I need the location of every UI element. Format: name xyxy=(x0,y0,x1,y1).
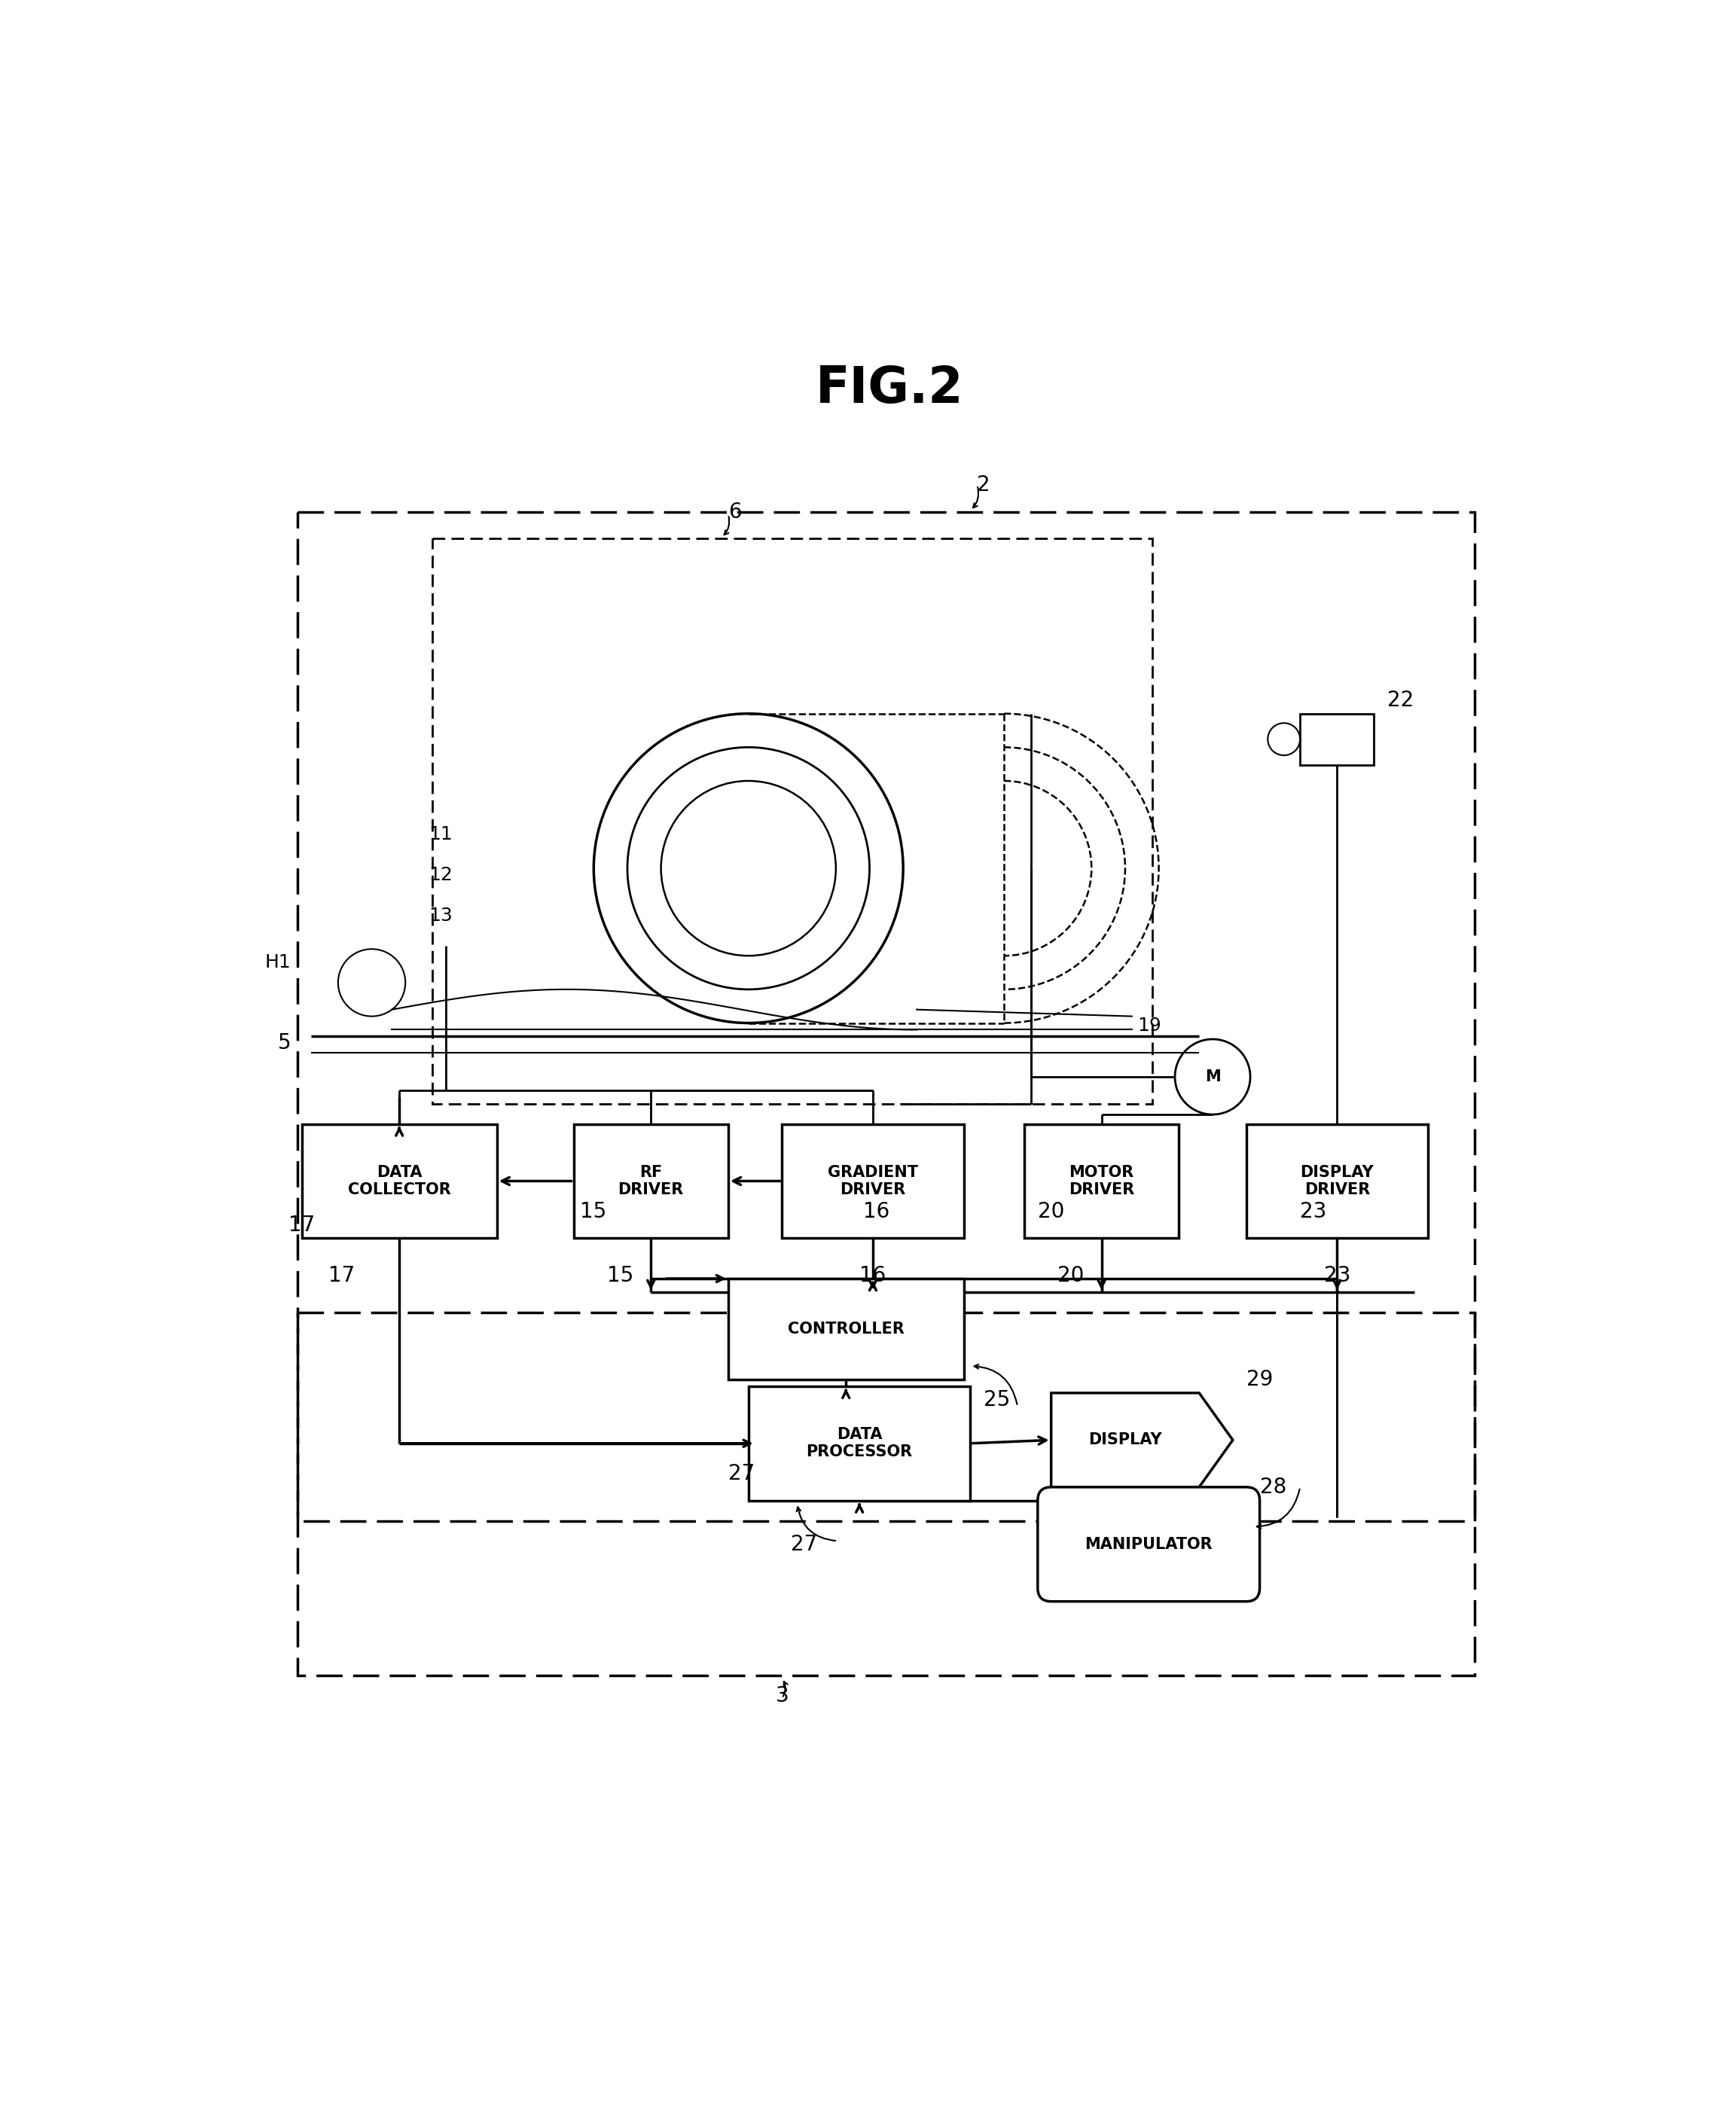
Bar xyxy=(729,1278,963,1379)
Text: 23: 23 xyxy=(1300,1201,1326,1223)
Text: 20: 20 xyxy=(1038,1201,1064,1223)
Text: 23: 23 xyxy=(1325,1265,1351,1286)
Text: DATA
COLLECTOR: DATA COLLECTOR xyxy=(347,1165,451,1197)
Text: GRADIENT
DRIVER: GRADIENT DRIVER xyxy=(828,1165,918,1197)
Text: 16: 16 xyxy=(863,1201,889,1223)
Polygon shape xyxy=(1050,1392,1233,1488)
Text: 22: 22 xyxy=(1387,689,1415,710)
Text: 16: 16 xyxy=(859,1265,885,1286)
Text: 15: 15 xyxy=(580,1201,608,1223)
Text: 29: 29 xyxy=(1246,1369,1272,1390)
Bar xyxy=(573,1123,729,1237)
Bar xyxy=(432,538,1153,1104)
Text: 5: 5 xyxy=(278,1032,292,1053)
Text: 28: 28 xyxy=(1260,1477,1286,1498)
Text: 6: 6 xyxy=(729,502,741,523)
Text: DATA
PROCESSOR: DATA PROCESSOR xyxy=(806,1426,913,1460)
Text: DISPLAY: DISPLAY xyxy=(1088,1432,1161,1447)
Text: DISPLAY
DRIVER: DISPLAY DRIVER xyxy=(1300,1165,1373,1197)
Text: MOTOR
DRIVER: MOTOR DRIVER xyxy=(1069,1165,1134,1197)
Text: 19: 19 xyxy=(1137,1017,1161,1034)
Bar xyxy=(1024,1123,1179,1237)
Text: MANIPULATOR: MANIPULATOR xyxy=(1085,1536,1212,1551)
Text: 3: 3 xyxy=(776,1685,788,1706)
Bar xyxy=(1300,714,1375,765)
Bar xyxy=(299,1312,1476,1676)
Text: FIG.2: FIG.2 xyxy=(816,364,963,413)
Text: 13: 13 xyxy=(429,907,453,924)
Text: CONTROLLER: CONTROLLER xyxy=(788,1322,904,1337)
Text: 2: 2 xyxy=(977,475,991,496)
Text: 25: 25 xyxy=(984,1390,1010,1411)
Bar xyxy=(299,513,1476,1521)
Bar xyxy=(1246,1123,1427,1237)
Text: 12: 12 xyxy=(429,867,453,884)
FancyBboxPatch shape xyxy=(1038,1488,1260,1602)
Bar xyxy=(302,1123,496,1237)
Text: 17: 17 xyxy=(328,1265,356,1286)
Text: RF
DRIVER: RF DRIVER xyxy=(618,1165,684,1197)
Text: H1: H1 xyxy=(266,954,292,971)
Text: 27: 27 xyxy=(790,1534,818,1555)
Text: 17: 17 xyxy=(288,1214,314,1235)
Text: 15: 15 xyxy=(608,1265,634,1286)
Text: 11: 11 xyxy=(429,826,453,843)
Bar xyxy=(781,1123,963,1237)
Text: M: M xyxy=(1205,1070,1220,1085)
Text: 25: 25 xyxy=(781,1422,809,1443)
Text: 20: 20 xyxy=(1057,1265,1083,1286)
Text: 27: 27 xyxy=(729,1462,755,1483)
Bar xyxy=(748,1386,970,1500)
